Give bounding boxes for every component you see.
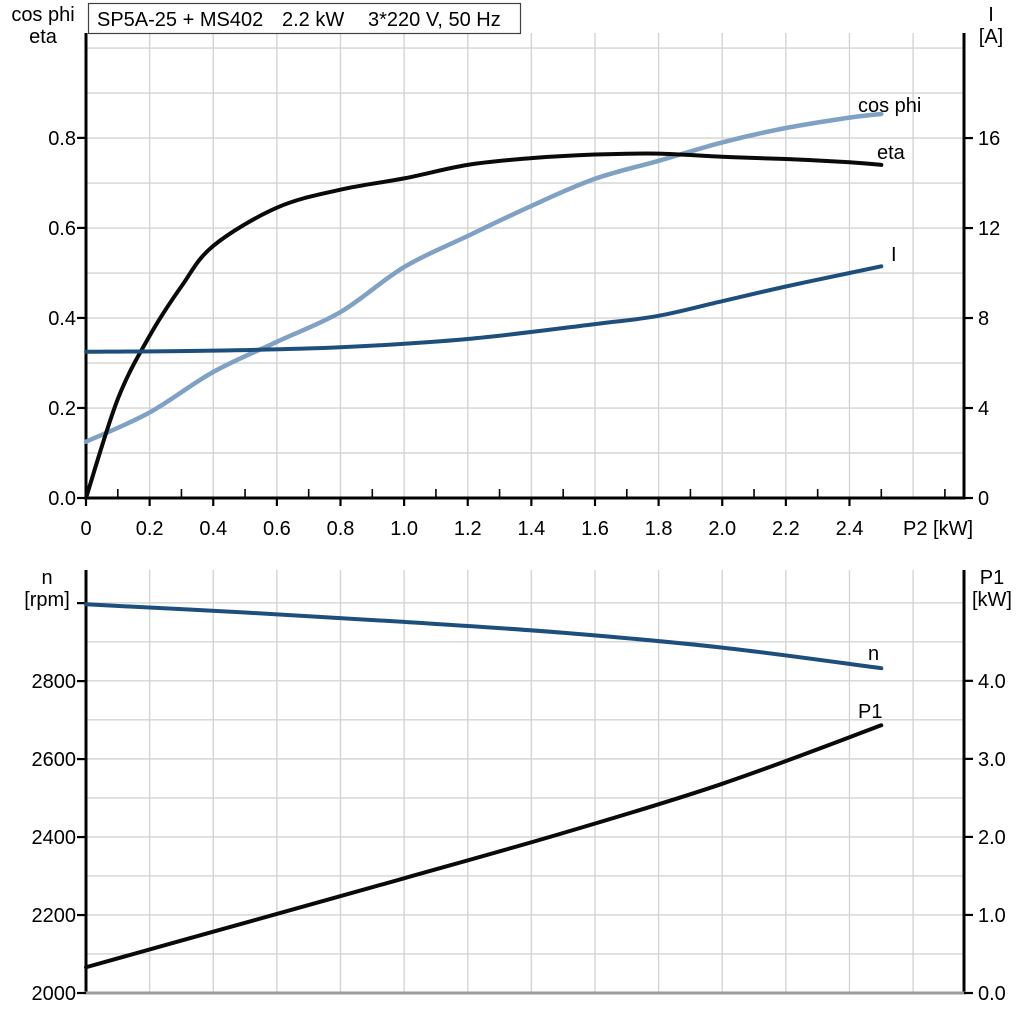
cos-phi-curve-label: cos phi <box>858 95 921 117</box>
I-curve <box>84 264 884 354</box>
left-axis-tick-label: 0.2 <box>48 398 76 420</box>
x-axis-tick-label: 1.0 <box>390 518 418 540</box>
top-chart-axes <box>77 33 973 506</box>
left-axis-tick-label: 0.6 <box>48 218 76 240</box>
current-curve-label: I <box>891 244 897 266</box>
x-axis-tick-label: 0.2 <box>136 518 164 540</box>
x-axis-tick-label: 0 <box>80 518 91 540</box>
top-chart-tick-labels: 0.0 0.2 0.4 0.6 0.8 0 4 8 12 16 0 0.2 0.4 0.6 0.8 1.0 1.… <box>48 128 1000 540</box>
title-pump-model: SP5A-25 + MS402 <box>97 9 263 31</box>
speed-curve-label: n <box>868 643 879 665</box>
top-left-axis-title-line2: eta <box>29 26 58 48</box>
P1-curve <box>84 723 884 970</box>
x-axis-tick-label: 2.4 <box>836 518 864 540</box>
cos-phi-curve <box>83 111 884 444</box>
right-axis-tick-label: 1.0 <box>978 905 1006 927</box>
left-axis-tick-label: 2800 <box>32 671 77 693</box>
title-voltage-frequency: 3*220 V, 50 Hz <box>368 9 501 31</box>
x-axis-tick-label: 0.8 <box>327 518 355 540</box>
x-axis-tick-label: 1.2 <box>454 518 482 540</box>
x-axis-tick-label: 1.8 <box>645 518 673 540</box>
title-box: SP5A-25 + MS402 2.2 kW 3*220 V, 50 Hz <box>87 2 522 35</box>
x-axis-tick-label: 1.4 <box>517 518 545 540</box>
top-left-axis-title-line1: cos phi <box>11 4 74 26</box>
bottom-chart-tick-labels: 2000 2200 2400 2600 2800 0.0 1.0 2.0 3.0 4.0 <box>32 671 1006 1005</box>
right-axis-tick-label: 8 <box>978 308 989 330</box>
right-axis-tick-label: 3.0 <box>978 749 1006 771</box>
x-axis-tick-label: 0.4 <box>199 518 227 540</box>
left-axis-tick-label: 0.8 <box>48 128 76 150</box>
bottom-left-axis-title-line2: [rpm] <box>24 589 70 611</box>
x-axis-tick-label: 2.2 <box>772 518 800 540</box>
right-axis-tick-label: 12 <box>978 218 1000 240</box>
top-chart-gridlines <box>86 33 964 498</box>
right-axis-tick-label: 2.0 <box>978 827 1006 849</box>
left-axis-tick-label: 0.0 <box>48 488 76 510</box>
left-axis-tick-label: 2600 <box>32 749 77 771</box>
title-power-rating: 2.2 kW <box>282 9 344 31</box>
bottom-left-axis-title-line1: n <box>41 567 52 589</box>
x-axis-title: P2 [kW] <box>903 518 973 540</box>
left-axis-tick-label: 2200 <box>32 905 77 927</box>
title-box-border <box>87 2 522 35</box>
top-right-axis-title-line1: I <box>988 4 994 26</box>
x-axis-tick-label: 0.6 <box>263 518 291 540</box>
right-axis-tick-label: 0.0 <box>978 983 1006 1005</box>
eta-curve <box>84 151 884 500</box>
x-axis-tick-label: 2.0 <box>708 518 736 540</box>
bottom-chart-curves <box>84 602 884 970</box>
input-power-curve-label: P1 <box>858 701 882 723</box>
bottom-right-axis-title-line2: [kW] <box>972 589 1012 611</box>
bottom-right-axis-title-line1: P1 <box>980 567 1004 589</box>
right-axis-tick-label: 0 <box>978 488 989 510</box>
right-axis-tick-label: 4.0 <box>978 671 1006 693</box>
right-axis-tick-label: 4 <box>978 398 989 420</box>
eta-curve-label: eta <box>877 142 906 164</box>
right-axis-tick-label: 16 <box>978 128 1000 150</box>
left-axis-tick-label: 2400 <box>32 827 77 849</box>
bottom-chart-gridlines <box>86 570 964 993</box>
x-axis-tick-label: 1.6 <box>581 518 609 540</box>
left-axis-tick-label: 2000 <box>32 983 77 1005</box>
left-axis-tick-label: 0.4 <box>48 308 76 330</box>
n-curve <box>84 602 884 671</box>
top-right-axis-title-line2: [A] <box>979 26 1003 48</box>
top-chart-curves <box>83 111 884 500</box>
